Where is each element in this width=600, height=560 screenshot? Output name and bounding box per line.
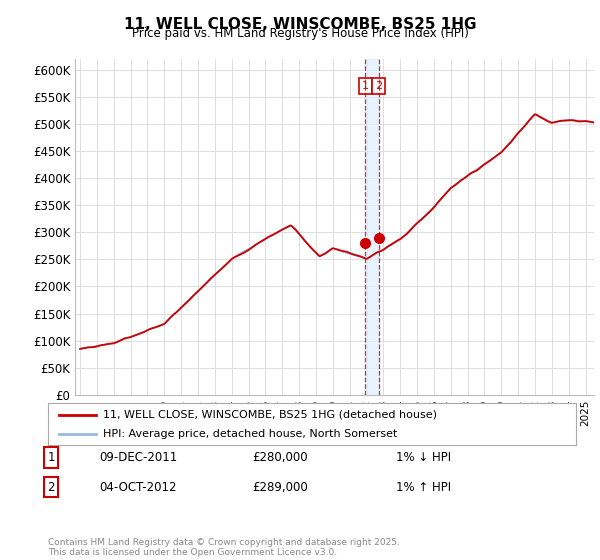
Text: Contains HM Land Registry data © Crown copyright and database right 2025.
This d: Contains HM Land Registry data © Crown c… (48, 538, 400, 557)
Text: 1: 1 (362, 81, 369, 91)
Text: Price paid vs. HM Land Registry's House Price Index (HPI): Price paid vs. HM Land Registry's House … (131, 27, 469, 40)
Text: 2: 2 (375, 81, 382, 91)
Text: 1: 1 (47, 451, 55, 464)
Text: 11, WELL CLOSE, WINSCOMBE, BS25 1HG: 11, WELL CLOSE, WINSCOMBE, BS25 1HG (124, 17, 476, 32)
Text: HPI: Average price, detached house, North Somerset: HPI: Average price, detached house, Nort… (103, 429, 398, 439)
Text: 11, WELL CLOSE, WINSCOMBE, BS25 1HG (detached house): 11, WELL CLOSE, WINSCOMBE, BS25 1HG (det… (103, 409, 437, 419)
Text: 1% ↑ HPI: 1% ↑ HPI (396, 480, 451, 494)
Text: 09-DEC-2011: 09-DEC-2011 (99, 451, 177, 464)
Bar (365, 59, 379, 395)
Text: 1% ↓ HPI: 1% ↓ HPI (396, 451, 451, 464)
Text: £280,000: £280,000 (252, 451, 308, 464)
Text: £289,000: £289,000 (252, 480, 308, 494)
Text: 04-OCT-2012: 04-OCT-2012 (99, 480, 176, 494)
Text: 2: 2 (47, 480, 55, 494)
